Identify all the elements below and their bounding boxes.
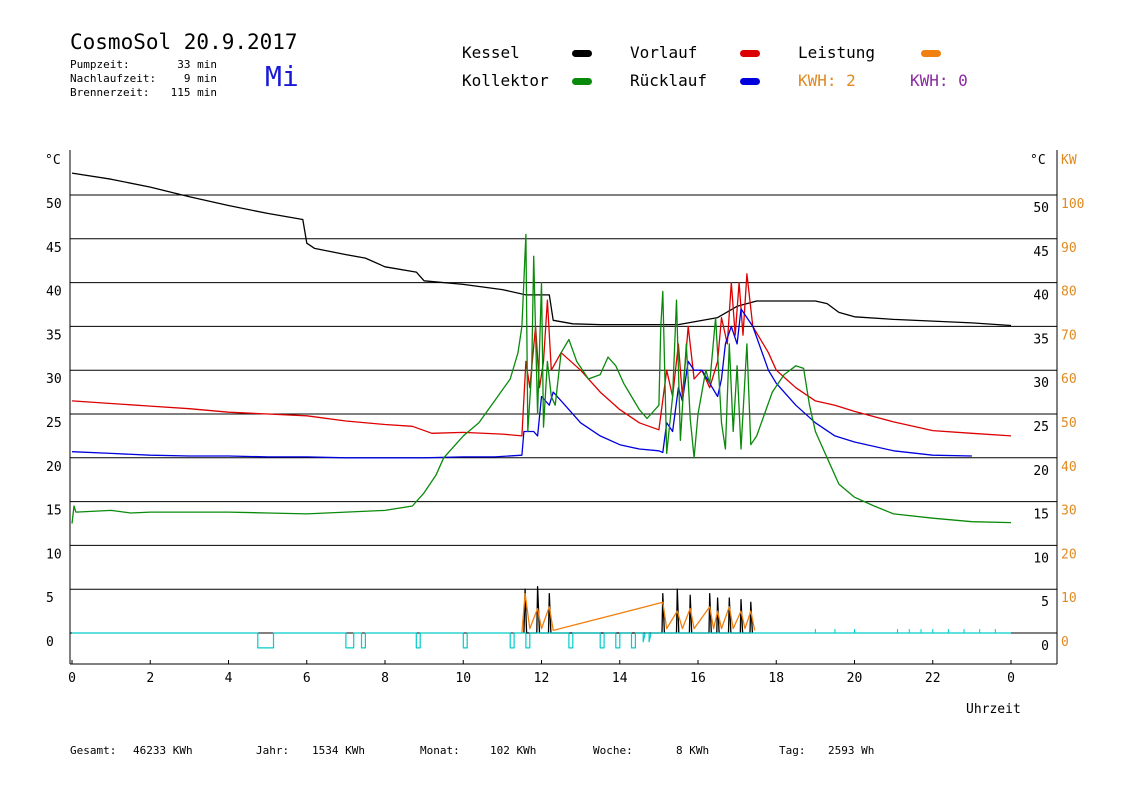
y-tick-label-right: 25 [1033,420,1049,435]
y-tick-label-left: 0 [46,635,54,650]
legend-vorlauf-swatch [740,50,760,57]
x-tick-label: 8 [381,671,389,686]
y-axis-right-unit: °C [1030,153,1046,168]
y-tick-label-left: 50 [46,197,62,212]
y-tick-label-left: 30 [46,372,62,387]
y-tick-label-right: 10 [1033,551,1049,566]
y-tick-label-left: 10 [46,547,62,562]
legend-kollektor-label: Kollektor [462,71,549,90]
stat-label-pump: Pumpzeit: [70,58,130,71]
legend-kessel-label: Kessel [462,43,520,62]
y-tick-label-power: 50 [1061,416,1077,431]
footer-gesamt-value: 46233 KWh [133,744,193,757]
tick-labels: 0 2 4 6 8 10 12 14 16 18 20 22 0°C °C KW50454035302520… [45,153,1084,686]
series-line-brenner [523,585,754,634]
y-tick-label-right: 0 [1041,639,1049,654]
x-tick-label: 12 [534,671,550,686]
x-tick-label: 2 [146,671,154,686]
series-line-leistung [521,592,756,634]
page-title: CosmoSol 20.9.2017 [70,30,298,54]
stat-label-nachlauf: Nachlaufzeit: [70,72,157,85]
stat-label-brenner: Brennerzeit: [70,86,150,99]
x-tick-label: 16 [690,671,706,686]
x-tick-label: 6 [303,671,311,686]
kwh-burner-label: KWH: 0 [910,71,968,90]
y-tick-label-power: 70 [1061,328,1077,343]
footer-tag-value: 2593 Wh [828,744,875,757]
x-axis-label: Uhrzeit [966,702,1021,717]
legend-vorlauf-label: Vorlauf [630,43,698,62]
y-tick-label-power: 30 [1061,504,1077,519]
axes [69,150,1058,665]
legend-ruecklauf-label: Rücklauf [630,71,708,90]
y-tick-label-power: 0 [1061,635,1069,650]
footer-gesamt-label: Gesamt: [70,744,117,757]
series-lines [71,172,1012,649]
y-tick-label-right: 45 [1033,245,1049,260]
series-line-rcklauf [71,308,972,459]
stat-value-nachlauf: 9 min [183,72,217,85]
x-tick-label: 10 [455,671,471,686]
y-tick-label-right: 15 [1033,508,1049,523]
x-tick-label: 20 [847,671,863,686]
y-tick-label-left: 40 [46,285,62,300]
legend-ruecklauf-swatch [740,78,760,85]
y-tick-label-left: 25 [46,416,62,431]
x-tick-label: 18 [768,671,784,686]
footer-monat-label: Monat: [420,744,460,757]
weekday-label: Mi [265,60,299,93]
series-line-kessel [71,172,1012,327]
legend-kollektor-swatch [572,78,592,85]
y-tick-label-left: 15 [46,504,62,519]
x-tick-label: 0 [1007,671,1015,686]
y-tick-label-power: 60 [1061,372,1077,387]
x-tick-label: 4 [225,671,233,686]
stat-value-brenner: 115 min [170,86,217,99]
y-tick-label-power: 10 [1061,591,1077,606]
y-tick-label-power: 20 [1061,547,1077,562]
series-line-vorlauf [71,273,1012,437]
footer-woche-value: 8 KWh [676,744,710,757]
footer-tag-label: Tag: [779,744,806,757]
y-tick-label-right: 50 [1033,201,1049,216]
footer-jahr-label: Jahr: [256,744,290,757]
legend-kessel-swatch [572,50,592,57]
y-tick-label-power: 100 [1061,197,1084,212]
y-tick-label-left: 35 [46,328,62,343]
y-axis-left-unit: °C [45,153,61,168]
y-tick-label-right: 40 [1033,289,1049,304]
footer-woche-label: Woche: [593,744,633,757]
legend-leistung-swatch [921,50,941,57]
grid-lines [70,194,1057,634]
y-tick-label-left: 45 [46,241,62,256]
y-tick-label-left: 20 [46,460,62,475]
y-axis-power-unit: KW [1061,153,1077,168]
x-tick-label: 22 [925,671,941,686]
y-tick-label-right: 35 [1033,332,1049,347]
y-tick-label-right: 30 [1033,376,1049,391]
legend-leistung-label: Leistung [798,43,876,62]
series-line-pumpe [72,632,1011,649]
y-tick-label-right: 20 [1033,464,1049,479]
x-tick-label: 0 [68,671,76,686]
series-line-kollektor [71,233,1012,524]
x-tick-label: 14 [612,671,628,686]
y-tick-label-power: 80 [1061,285,1077,300]
y-tick-label-power: 90 [1061,241,1077,256]
y-tick-label-right: 5 [1041,595,1049,610]
y-tick-label-left: 5 [46,591,54,606]
footer-monat-value: 102 KWh [490,744,537,757]
footer-jahr-value: 1534 KWh [312,744,365,757]
kwh-solar-label: KWH: 2 [798,71,856,90]
y-tick-label-power: 40 [1061,460,1077,475]
stat-value-pump: 33 min [177,58,217,71]
